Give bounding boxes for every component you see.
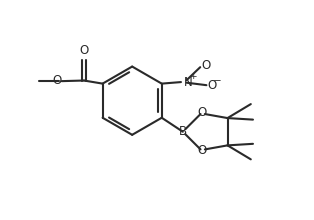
Text: O: O (202, 59, 211, 72)
Text: O: O (208, 79, 217, 92)
Text: N: N (183, 76, 192, 89)
Text: O: O (198, 145, 207, 158)
Text: −: − (213, 77, 222, 86)
Text: O: O (198, 106, 207, 119)
Text: B: B (179, 125, 187, 138)
Text: O: O (79, 44, 89, 57)
Text: +: + (189, 72, 196, 81)
Text: O: O (52, 74, 61, 87)
